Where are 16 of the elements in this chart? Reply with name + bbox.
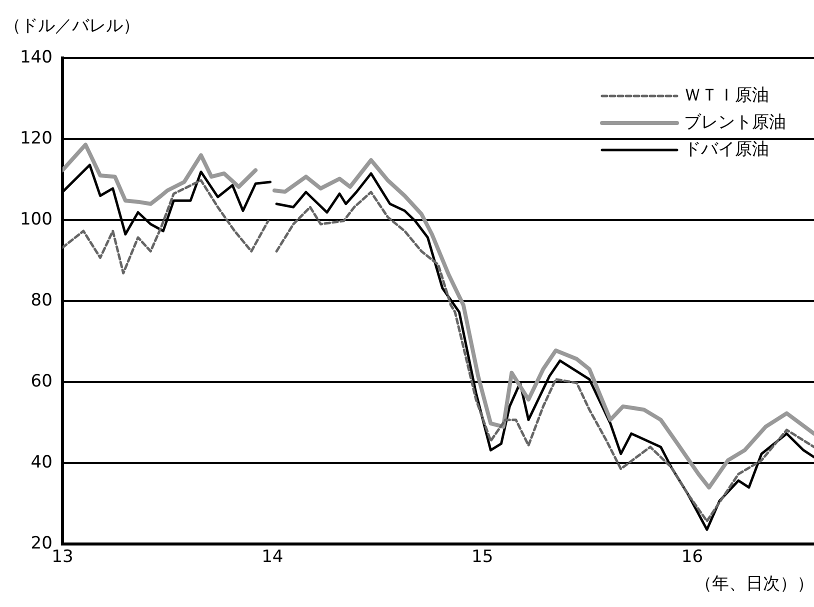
legend-label: ブレント原油 bbox=[684, 112, 786, 132]
y-tick-label: 100 bbox=[20, 209, 52, 230]
y-tick-label: 60 bbox=[30, 372, 52, 392]
y-tick-label: 20 bbox=[30, 534, 52, 554]
x-tick-label: 15 bbox=[471, 546, 494, 567]
y-tick-label: 140 bbox=[20, 47, 52, 68]
legend-label: ＷＴＩ原油 bbox=[684, 85, 769, 106]
y-tick-label: 40 bbox=[30, 452, 52, 473]
x-tick-label: 16 bbox=[681, 546, 704, 567]
y-axis-title: （ドル／バレル） bbox=[4, 15, 140, 37]
y-tick-label: 80 bbox=[30, 290, 52, 311]
legend-label: ドバイ原油 bbox=[684, 139, 769, 160]
y-tick-label: 120 bbox=[20, 128, 52, 148]
x-tick-label: 13 bbox=[52, 546, 74, 567]
x-axis-title: （年、日次）） bbox=[695, 574, 814, 594]
x-tick-label: 14 bbox=[262, 546, 284, 567]
